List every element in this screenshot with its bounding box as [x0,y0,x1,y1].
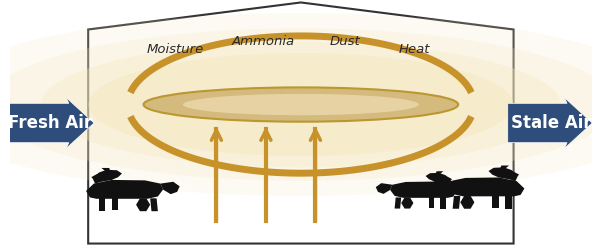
Polygon shape [91,173,109,181]
Text: Dust: Dust [329,35,360,48]
Polygon shape [452,196,460,209]
Polygon shape [436,171,443,174]
Polygon shape [136,198,150,211]
Polygon shape [425,173,451,185]
Polygon shape [86,180,163,199]
Text: Stale Air: Stale Air [511,114,592,132]
Polygon shape [448,177,524,196]
Polygon shape [376,183,392,194]
Polygon shape [437,176,452,182]
Ellipse shape [183,94,419,115]
Polygon shape [395,198,401,209]
Polygon shape [488,167,518,181]
Polygon shape [160,182,179,194]
Ellipse shape [41,42,560,168]
Ellipse shape [143,87,458,122]
Text: Moisture: Moisture [147,43,204,56]
Polygon shape [101,168,110,171]
Polygon shape [431,179,450,192]
Ellipse shape [0,13,600,196]
Polygon shape [99,198,106,211]
Text: Heat: Heat [399,43,430,56]
Polygon shape [500,166,509,169]
Polygon shape [460,196,475,209]
Polygon shape [505,196,512,209]
Polygon shape [429,198,434,208]
Ellipse shape [0,28,600,181]
Polygon shape [92,170,122,184]
Text: Fresh Air: Fresh Air [8,114,92,132]
Polygon shape [112,198,118,210]
Polygon shape [440,198,446,209]
Polygon shape [401,198,413,209]
Text: Ammonia: Ammonia [232,35,295,48]
Polygon shape [88,2,514,244]
FancyArrow shape [10,97,94,149]
FancyArrow shape [508,97,592,149]
Polygon shape [390,182,457,198]
Ellipse shape [88,53,513,156]
Polygon shape [493,196,499,208]
Polygon shape [150,198,158,211]
Polygon shape [502,171,519,178]
